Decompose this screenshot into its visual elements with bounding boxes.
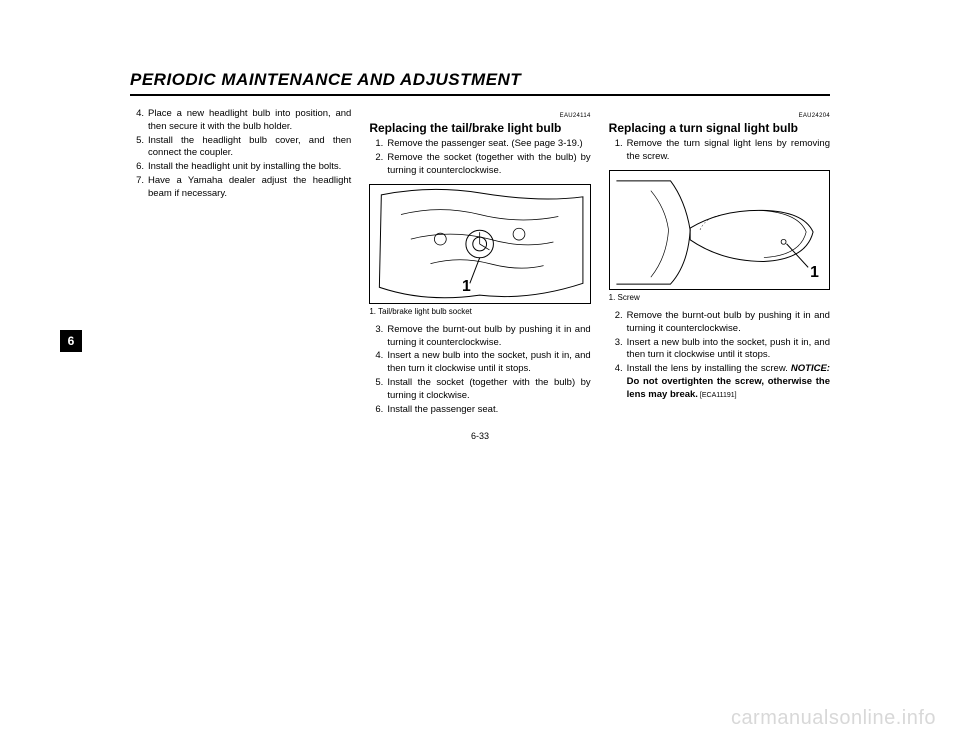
list-item: 4.Place a new headlight bulb into positi… — [130, 108, 351, 134]
item-text: Install the socket (together with the bu… — [387, 377, 590, 403]
item-number: 4. — [369, 350, 387, 376]
item-number: 3. — [609, 337, 627, 363]
list-item: 6.Install the headlight unit by installi… — [130, 161, 351, 174]
col3-list-a: 1.Remove the turn signal light lens by r… — [609, 138, 830, 164]
item-text: Remove the burnt-out bulb by pushing it … — [627, 310, 830, 336]
list-item: 2.Remove the burnt-out bulb by pushing i… — [609, 310, 830, 336]
item-number: 2. — [609, 310, 627, 336]
item-text: Install the headlight unit by installing… — [148, 161, 351, 174]
item-text: Remove the socket (together with the bul… — [387, 152, 590, 178]
list-item: 5.Install the socket (together with the … — [369, 377, 590, 403]
list-item: 3.Insert a new bulb into the socket, pus… — [609, 337, 830, 363]
item-number: 6. — [369, 404, 387, 417]
list-item: 6.Install the passenger seat. — [369, 404, 590, 417]
item-number: 1. — [609, 138, 627, 164]
col2-list-a: 1.Remove the passenger seat. (See page 3… — [369, 138, 590, 177]
reference-code: EAU24114 — [369, 112, 590, 120]
col3-list-b: 2.Remove the burnt-out bulb by pushing i… — [609, 310, 830, 402]
section-title-tailbrake: Replacing the tail/brake light bulb — [369, 121, 590, 135]
column-1: 4.Place a new headlight bulb into positi… — [130, 108, 351, 417]
page-title: PERIODIC MAINTENANCE AND ADJUSTMENT — [130, 70, 830, 96]
item-number: 1. — [369, 138, 387, 151]
item-text: Remove the burnt-out bulb by pushing it … — [387, 324, 590, 350]
item-text: Insert a new bulb into the socket, push … — [627, 337, 830, 363]
col2-list-b: 3.Remove the burnt-out bulb by pushing i… — [369, 324, 590, 417]
list-item: 4.Insert a new bulb into the socket, pus… — [369, 350, 590, 376]
item-number: 4. — [609, 363, 627, 401]
notice-label: NOTICE: — [791, 363, 830, 374]
list-item: 3.Remove the burnt-out bulb by pushing i… — [369, 324, 590, 350]
item-number: 3. — [369, 324, 387, 350]
column-2: EAU24114 Replacing the tail/brake light … — [369, 108, 590, 417]
item-text: Remove the passenger seat. (See page 3-1… — [387, 138, 590, 151]
page-number: 6-33 — [130, 431, 830, 441]
item-number: 4. — [130, 108, 148, 134]
item-number: 5. — [130, 135, 148, 161]
content-columns: 4.Place a new headlight bulb into positi… — [130, 108, 830, 417]
reference-code: EAU24204 — [609, 112, 830, 120]
list-item: 2.Remove the socket (together with the b… — [369, 152, 590, 178]
item-number: 2. — [369, 152, 387, 178]
item-text: Install the passenger seat. — [387, 404, 590, 417]
svg-text:1: 1 — [810, 264, 819, 281]
item-text: Have a Yamaha dealer adjust the headligh… — [148, 175, 351, 201]
figure-tailbrake-socket: 1 — [369, 184, 590, 304]
item-number: 6. — [130, 161, 148, 174]
figure-caption: 1. Tail/brake light bulb socket — [369, 307, 590, 318]
list-item: 1.Remove the turn signal light lens by r… — [609, 138, 830, 164]
col1-list: 4.Place a new headlight bulb into positi… — [130, 108, 351, 201]
watermark: carmanualsonline.info — [731, 707, 936, 730]
list-item: 4. Install the lens by installing the sc… — [609, 363, 830, 401]
column-3: EAU24204 Replacing a turn signal light b… — [609, 108, 830, 417]
item-text-pre: Install the lens by installing the screw… — [627, 363, 791, 374]
figure-caption: 1. Screw — [609, 293, 830, 304]
item-text: Remove the turn signal light lens by rem… — [627, 138, 830, 164]
section-title-turnsignal: Replacing a turn signal light bulb — [609, 121, 830, 135]
list-item: 5.Install the headlight bulb cover, and … — [130, 135, 351, 161]
chapter-tab: 6 — [60, 330, 82, 352]
item-text: Install the lens by installing the screw… — [627, 363, 830, 401]
list-item: 1.Remove the passenger seat. (See page 3… — [369, 138, 590, 151]
item-text: Place a new headlight bulb into position… — [148, 108, 351, 134]
page-body: PERIODIC MAINTENANCE AND ADJUSTMENT 4.Pl… — [130, 70, 830, 441]
notice-ref: [ECA11191] — [698, 392, 737, 399]
figure-turnsignal-screw: 1 — [609, 170, 830, 290]
item-text: Insert a new bulb into the socket, push … — [387, 350, 590, 376]
item-text: Install the headlight bulb cover, and th… — [148, 135, 351, 161]
svg-text:1: 1 — [462, 278, 471, 295]
item-number: 5. — [369, 377, 387, 403]
item-number: 7. — [130, 175, 148, 201]
list-item: 7.Have a Yamaha dealer adjust the headli… — [130, 175, 351, 201]
